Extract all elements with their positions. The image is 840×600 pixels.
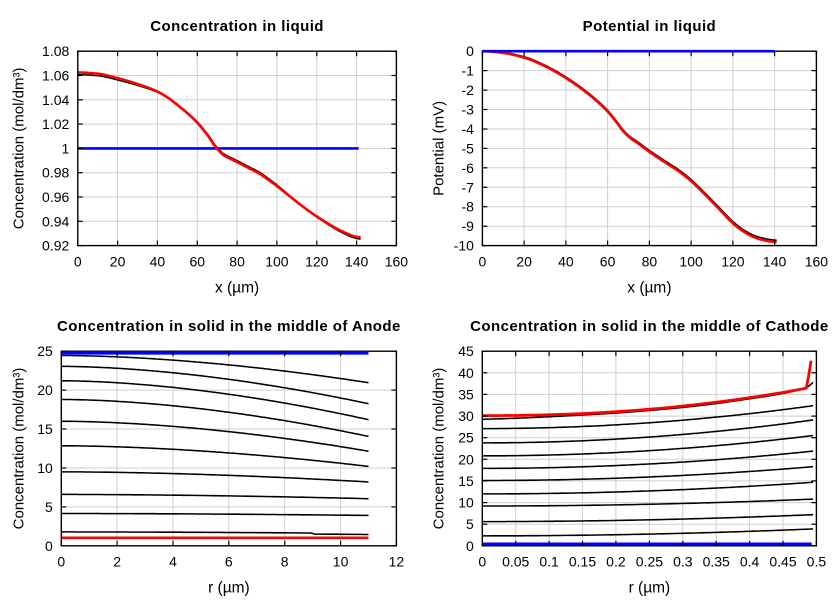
svg-text:0.98: 0.98	[42, 165, 69, 181]
svg-text:20: 20	[110, 254, 126, 270]
svg-text:0: 0	[479, 254, 487, 270]
svg-text:0.5: 0.5	[807, 554, 827, 570]
svg-text:0: 0	[57, 554, 65, 570]
svg-text:0.35: 0.35	[703, 554, 730, 570]
svg-text:0: 0	[478, 554, 486, 570]
svg-text:8: 8	[281, 554, 289, 570]
svg-text:0: 0	[466, 43, 474, 59]
svg-text:2: 2	[113, 554, 121, 570]
svg-text:160: 160	[805, 254, 829, 270]
svg-text:x (µm): x (µm)	[627, 280, 671, 297]
svg-text:5: 5	[466, 516, 474, 532]
svg-text:Concentration (mol/dm³): Concentration (mol/dm³)	[431, 368, 448, 530]
svg-text:60: 60	[190, 254, 206, 270]
svg-text:1.02: 1.02	[42, 116, 69, 132]
svg-text:0.94: 0.94	[42, 213, 69, 229]
svg-text:120: 120	[721, 254, 745, 270]
svg-text:-5: -5	[461, 140, 474, 156]
svg-text:0: 0	[45, 538, 53, 554]
svg-text:160: 160	[385, 254, 409, 270]
svg-text:100: 100	[265, 254, 289, 270]
svg-text:0: 0	[466, 538, 474, 554]
svg-text:0.45: 0.45	[769, 554, 796, 570]
svg-text:80: 80	[229, 254, 245, 270]
svg-text:0.92: 0.92	[42, 238, 69, 254]
svg-text:Concentration in solid in the: Concentration in solid in the middle of …	[470, 318, 829, 335]
svg-text:45: 45	[458, 343, 474, 359]
svg-text:1.06: 1.06	[42, 68, 69, 84]
svg-text:0.96: 0.96	[42, 189, 69, 205]
svg-text:120: 120	[305, 254, 329, 270]
svg-text:20: 20	[516, 254, 532, 270]
svg-text:10: 10	[458, 495, 474, 511]
svg-text:60: 60	[600, 254, 616, 270]
svg-text:25: 25	[37, 343, 53, 359]
svg-text:r (µm): r (µm)	[208, 580, 250, 597]
svg-text:-2: -2	[461, 82, 474, 98]
svg-text:Concentration (mol/dm³): Concentration (mol/dm³)	[11, 68, 28, 230]
svg-text:4: 4	[169, 554, 177, 570]
svg-text:10: 10	[333, 554, 349, 570]
svg-text:r (µm): r (µm)	[629, 580, 671, 597]
svg-text:-8: -8	[461, 199, 474, 215]
svg-text:0: 0	[74, 254, 82, 270]
svg-text:10: 10	[37, 460, 53, 476]
svg-text:40: 40	[558, 254, 574, 270]
svg-text:40: 40	[458, 365, 474, 381]
svg-text:20: 20	[458, 451, 474, 467]
svg-text:-9: -9	[461, 218, 474, 234]
svg-text:-10: -10	[454, 238, 474, 254]
svg-text:Concentration in solid in the: Concentration in solid in the middle of …	[57, 318, 401, 335]
svg-text:-7: -7	[461, 179, 474, 195]
svg-text:0.25: 0.25	[636, 554, 663, 570]
svg-text:-6: -6	[461, 160, 474, 176]
svg-text:6: 6	[225, 554, 233, 570]
svg-text:1.08: 1.08	[42, 43, 69, 59]
svg-text:80: 80	[642, 254, 658, 270]
svg-text:x (µm): x (µm)	[215, 280, 259, 297]
svg-text:1.04: 1.04	[42, 92, 69, 108]
svg-text:-3: -3	[461, 102, 474, 118]
svg-text:-1: -1	[461, 63, 474, 79]
svg-text:40: 40	[150, 254, 166, 270]
svg-text:25: 25	[458, 430, 474, 446]
svg-text:0.4: 0.4	[740, 554, 760, 570]
svg-text:0.3: 0.3	[673, 554, 693, 570]
svg-text:35: 35	[458, 386, 474, 402]
svg-text:1: 1	[62, 140, 70, 156]
svg-text:0.2: 0.2	[606, 554, 626, 570]
svg-text:30: 30	[458, 408, 474, 424]
svg-text:15: 15	[37, 421, 53, 437]
svg-text:0.05: 0.05	[502, 554, 529, 570]
svg-text:140: 140	[345, 254, 369, 270]
svg-text:-4: -4	[461, 121, 474, 137]
svg-text:5: 5	[45, 499, 53, 515]
svg-text:0.15: 0.15	[569, 554, 596, 570]
svg-text:0.1: 0.1	[539, 554, 559, 570]
svg-text:12: 12	[389, 554, 405, 570]
svg-text:Potential in liquid: Potential in liquid	[583, 18, 717, 35]
svg-text:Potential (mV): Potential (mV)	[431, 101, 448, 196]
svg-text:15: 15	[458, 473, 474, 489]
svg-text:20: 20	[37, 382, 53, 398]
svg-text:140: 140	[763, 254, 787, 270]
svg-text:100: 100	[679, 254, 703, 270]
svg-text:Concentration in liquid: Concentration in liquid	[150, 18, 324, 35]
svg-text:Concentration (mol/dm³): Concentration (mol/dm³)	[11, 368, 28, 530]
